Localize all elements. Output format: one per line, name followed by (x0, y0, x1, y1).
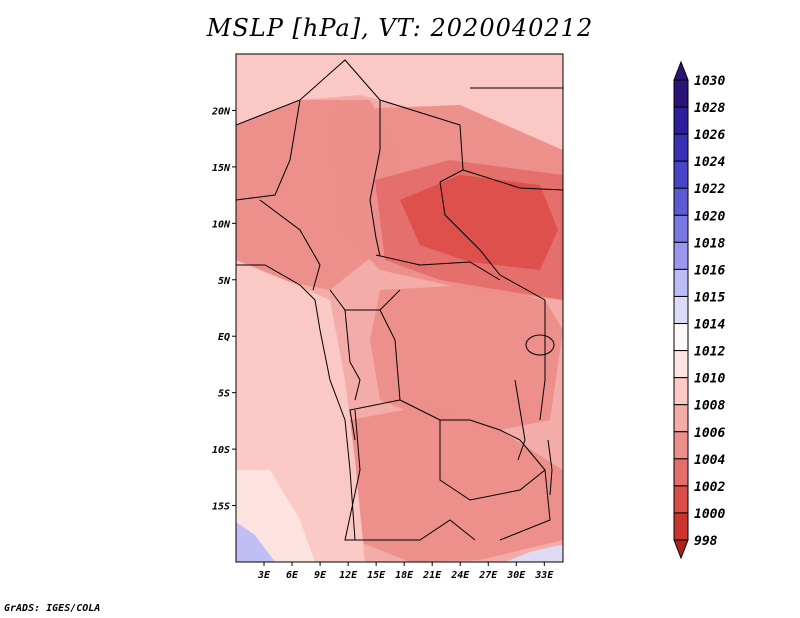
lake-victoria-outline (525, 334, 555, 356)
colorbar-box-1004 (673, 458, 689, 487)
pressure-field (236, 54, 563, 562)
colorbar-label-1030: 1030 (694, 74, 725, 89)
colorbar-label-1012: 1012 (694, 345, 725, 360)
x-tick-label-3E: 3E (257, 570, 271, 581)
field-region-sudan-core (400, 175, 558, 270)
border-line-8 (329, 289, 401, 311)
y-tick-label-15N: 15N (212, 163, 231, 174)
y-tick-label-10N: 10N (212, 219, 231, 230)
colorbar: 1030 1028 1026 1024 1022 1020 1018 1016 1015 1014… (673, 60, 725, 560)
border-line-0 (236, 59, 381, 150)
colorbar-box-1012 (673, 350, 689, 379)
border-line-13 (344, 409, 476, 541)
colorbar-box-1010 (673, 377, 689, 406)
border-line-15 (499, 439, 551, 541)
border-line-1 (379, 99, 464, 183)
plot-frame (235, 53, 564, 563)
colorbar-label-1016: 1016 (694, 263, 725, 278)
colorbar-box-1024 (673, 160, 689, 189)
colorbar-label-1015: 1015 (694, 290, 725, 305)
x-tick-label-15E: 15E (367, 570, 386, 581)
colorbar-box-1026 (673, 133, 689, 162)
x-tick-label-24E: 24E (450, 570, 470, 581)
colorbar-box-1000 (673, 512, 689, 541)
border-line-3 (369, 149, 381, 257)
grads-credit: GrADS: IGES/COLA (4, 603, 101, 614)
y-tick-label-EQ: EQ (218, 332, 230, 343)
y-tick-label-20N: 20N (211, 106, 231, 117)
colorbar-bottom-arrow (673, 539, 689, 560)
colorbar-box-1030 (673, 79, 689, 108)
colorbar-label-1014: 1014 (694, 318, 725, 333)
colorbar-label-1024: 1024 (694, 155, 725, 170)
colorbar-label-1022: 1022 (694, 182, 725, 197)
lake-tanganyika-outline (514, 379, 526, 461)
field-region-angola-zambia (350, 405, 563, 562)
y-tick-label-5N: 5N (218, 276, 231, 287)
colorbar-box-1008 (673, 404, 689, 433)
border-line-4 (439, 181, 546, 301)
x-tick-label-27E: 27E (478, 570, 498, 581)
colorbar-top-arrow (673, 60, 689, 81)
field-region-congo-basin (370, 285, 563, 430)
colorbar-label-1006: 1006 (694, 426, 725, 441)
border-line-17 (236, 264, 356, 541)
colorbar-label-1008: 1008 (694, 399, 725, 414)
colorbar-label-1010: 1010 (694, 372, 725, 387)
colorbar-box-1002 (673, 485, 689, 514)
x-tick-label-33E: 33E (534, 570, 554, 581)
border-line-10 (344, 309, 361, 401)
country-borders (236, 59, 563, 541)
colorbar-label-1020: 1020 (694, 209, 725, 224)
colorbar-box-1022 (673, 187, 689, 216)
x-tick-label-6E: 6E (286, 570, 299, 581)
colorbar-box-1018 (673, 241, 689, 270)
colorbar-label-998: 998 (694, 534, 718, 549)
colorbar-label-1028: 1028 (694, 101, 725, 116)
colorbar-label-1018: 1018 (694, 236, 725, 251)
border-line-9 (259, 199, 321, 291)
field-region-se-corner-high (505, 545, 563, 562)
colorbar-box-1020 (673, 214, 689, 243)
colorbar-box-1015 (673, 295, 689, 325)
y-tick-label-15S: 15S (212, 502, 230, 513)
x-tick-label-12E: 12E (339, 570, 358, 581)
border-line-7 (375, 254, 501, 281)
border-line-2 (236, 99, 301, 201)
x-tick-label-9E: 9E (314, 570, 327, 581)
colorbar-label-1026: 1026 (694, 128, 725, 143)
border-line-12 (399, 399, 521, 441)
border-line-14 (439, 420, 546, 501)
border-line-16 (539, 300, 546, 421)
y-tick-label-5S: 5S (218, 389, 230, 400)
lake-malawi-outline (547, 439, 553, 496)
colorbar-label-1002: 1002 (694, 480, 725, 495)
x-tick-label-21E: 21E (422, 570, 442, 581)
border-line-6 (462, 169, 563, 191)
field-region-sw-corner-high (236, 522, 275, 562)
colorbar-box-1014 (673, 323, 689, 352)
y-tick-label-10S: 10S (212, 445, 230, 456)
colorbar-box-1006 (673, 431, 689, 460)
x-tick-label-30E: 30E (506, 570, 526, 581)
colorbar-label-1004: 1004 (694, 453, 725, 468)
colorbar-box-1028 (673, 106, 689, 135)
x-tick-label-18E: 18E (395, 570, 414, 581)
chart-title: MSLP [hPa], VT: 2020040212 (206, 14, 594, 42)
colorbar-box-1016 (673, 268, 689, 297)
colorbar-label-1000: 1000 (694, 507, 725, 522)
